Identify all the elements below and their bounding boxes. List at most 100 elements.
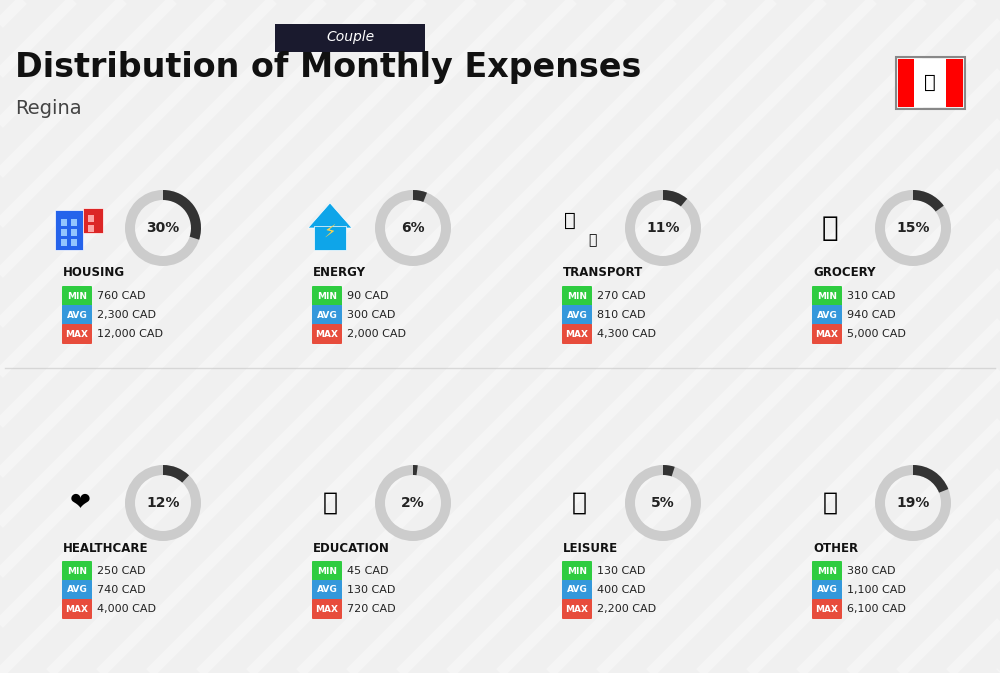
Text: MIN: MIN: [817, 291, 837, 301]
Text: 👜: 👜: [822, 491, 837, 515]
Text: AVG: AVG: [817, 586, 837, 594]
Text: AVG: AVG: [67, 586, 87, 594]
FancyBboxPatch shape: [88, 225, 94, 232]
Text: 2,200 CAD: 2,200 CAD: [597, 604, 656, 614]
Text: OTHER: OTHER: [813, 542, 858, 555]
FancyBboxPatch shape: [275, 24, 425, 52]
Text: 400 CAD: 400 CAD: [597, 585, 646, 595]
FancyBboxPatch shape: [62, 305, 92, 325]
Wedge shape: [913, 465, 948, 493]
Text: MIN: MIN: [567, 291, 587, 301]
Text: ⚡: ⚡: [324, 224, 336, 242]
Text: 5%: 5%: [651, 496, 675, 510]
Wedge shape: [125, 465, 201, 541]
Text: AVG: AVG: [817, 310, 837, 320]
FancyBboxPatch shape: [312, 580, 342, 600]
Text: 11%: 11%: [646, 221, 680, 235]
Text: MAX: MAX: [66, 330, 89, 339]
Text: 15%: 15%: [896, 221, 930, 235]
Text: 2,000 CAD: 2,000 CAD: [347, 329, 406, 339]
FancyBboxPatch shape: [562, 305, 592, 325]
Text: 19%: 19%: [896, 496, 930, 510]
Text: 🛒: 🛒: [822, 214, 838, 242]
Text: MIN: MIN: [817, 567, 837, 575]
FancyBboxPatch shape: [562, 286, 592, 306]
Text: MAX: MAX: [566, 330, 588, 339]
Text: AVG: AVG: [67, 310, 87, 320]
FancyBboxPatch shape: [812, 286, 842, 306]
Text: MAX: MAX: [566, 604, 588, 614]
Text: 130 CAD: 130 CAD: [597, 566, 645, 576]
Wedge shape: [663, 465, 675, 476]
Text: 4,300 CAD: 4,300 CAD: [597, 329, 656, 339]
Text: MIN: MIN: [567, 567, 587, 575]
Text: Distribution of Monthly Expenses: Distribution of Monthly Expenses: [15, 52, 641, 85]
Text: 🍁: 🍁: [924, 73, 936, 92]
Text: 🛍️: 🛍️: [572, 491, 588, 515]
FancyBboxPatch shape: [83, 208, 103, 233]
Text: 12%: 12%: [146, 496, 180, 510]
FancyBboxPatch shape: [61, 219, 67, 226]
FancyBboxPatch shape: [812, 324, 842, 344]
FancyBboxPatch shape: [71, 219, 77, 226]
FancyBboxPatch shape: [312, 561, 342, 581]
Wedge shape: [875, 190, 951, 266]
Text: GROCERY: GROCERY: [813, 267, 876, 279]
Text: 30%: 30%: [146, 221, 180, 235]
Text: TRANSPORT: TRANSPORT: [563, 267, 643, 279]
Text: 720 CAD: 720 CAD: [347, 604, 396, 614]
Text: Couple: Couple: [326, 30, 374, 44]
Text: 130 CAD: 130 CAD: [347, 585, 395, 595]
Text: Regina: Regina: [15, 98, 82, 118]
Text: MAX: MAX: [816, 604, 838, 614]
Text: 6,100 CAD: 6,100 CAD: [847, 604, 906, 614]
Text: ❤️: ❤️: [70, 491, 90, 515]
FancyBboxPatch shape: [812, 305, 842, 325]
Text: AVG: AVG: [317, 310, 337, 320]
Text: MAX: MAX: [316, 604, 338, 614]
Text: 6%: 6%: [401, 221, 425, 235]
FancyBboxPatch shape: [314, 226, 346, 250]
Text: 270 CAD: 270 CAD: [597, 291, 646, 301]
FancyBboxPatch shape: [88, 215, 94, 222]
FancyBboxPatch shape: [312, 599, 342, 619]
Wedge shape: [663, 190, 687, 207]
Text: HEALTHCARE: HEALTHCARE: [63, 542, 148, 555]
Text: 1,100 CAD: 1,100 CAD: [847, 585, 906, 595]
Text: EDUCATION: EDUCATION: [313, 542, 390, 555]
Text: 2,300 CAD: 2,300 CAD: [97, 310, 156, 320]
Text: 310 CAD: 310 CAD: [847, 291, 895, 301]
Text: MAX: MAX: [66, 604, 89, 614]
Wedge shape: [163, 190, 201, 240]
Text: 760 CAD: 760 CAD: [97, 291, 146, 301]
Wedge shape: [913, 190, 944, 211]
Text: AVG: AVG: [317, 586, 337, 594]
Text: 810 CAD: 810 CAD: [597, 310, 646, 320]
FancyBboxPatch shape: [61, 229, 67, 236]
Text: ENERGY: ENERGY: [313, 267, 366, 279]
Text: MIN: MIN: [317, 291, 337, 301]
Text: 🚗: 🚗: [588, 233, 596, 247]
Wedge shape: [413, 190, 427, 202]
Wedge shape: [625, 190, 701, 266]
Text: AVG: AVG: [567, 310, 587, 320]
Text: 🚌: 🚌: [564, 211, 576, 229]
FancyBboxPatch shape: [812, 561, 842, 581]
Wedge shape: [413, 465, 418, 475]
Text: 4,000 CAD: 4,000 CAD: [97, 604, 156, 614]
Text: 45 CAD: 45 CAD: [347, 566, 388, 576]
Text: 380 CAD: 380 CAD: [847, 566, 895, 576]
Text: MIN: MIN: [317, 567, 337, 575]
Text: MIN: MIN: [67, 567, 87, 575]
Wedge shape: [625, 465, 701, 541]
Text: AVG: AVG: [567, 586, 587, 594]
FancyBboxPatch shape: [562, 561, 592, 581]
Text: 5,000 CAD: 5,000 CAD: [847, 329, 906, 339]
Wedge shape: [375, 190, 451, 266]
Text: 90 CAD: 90 CAD: [347, 291, 388, 301]
FancyBboxPatch shape: [812, 580, 842, 600]
Text: LEISURE: LEISURE: [563, 542, 618, 555]
FancyBboxPatch shape: [562, 580, 592, 600]
Wedge shape: [375, 465, 451, 541]
FancyBboxPatch shape: [71, 229, 77, 236]
